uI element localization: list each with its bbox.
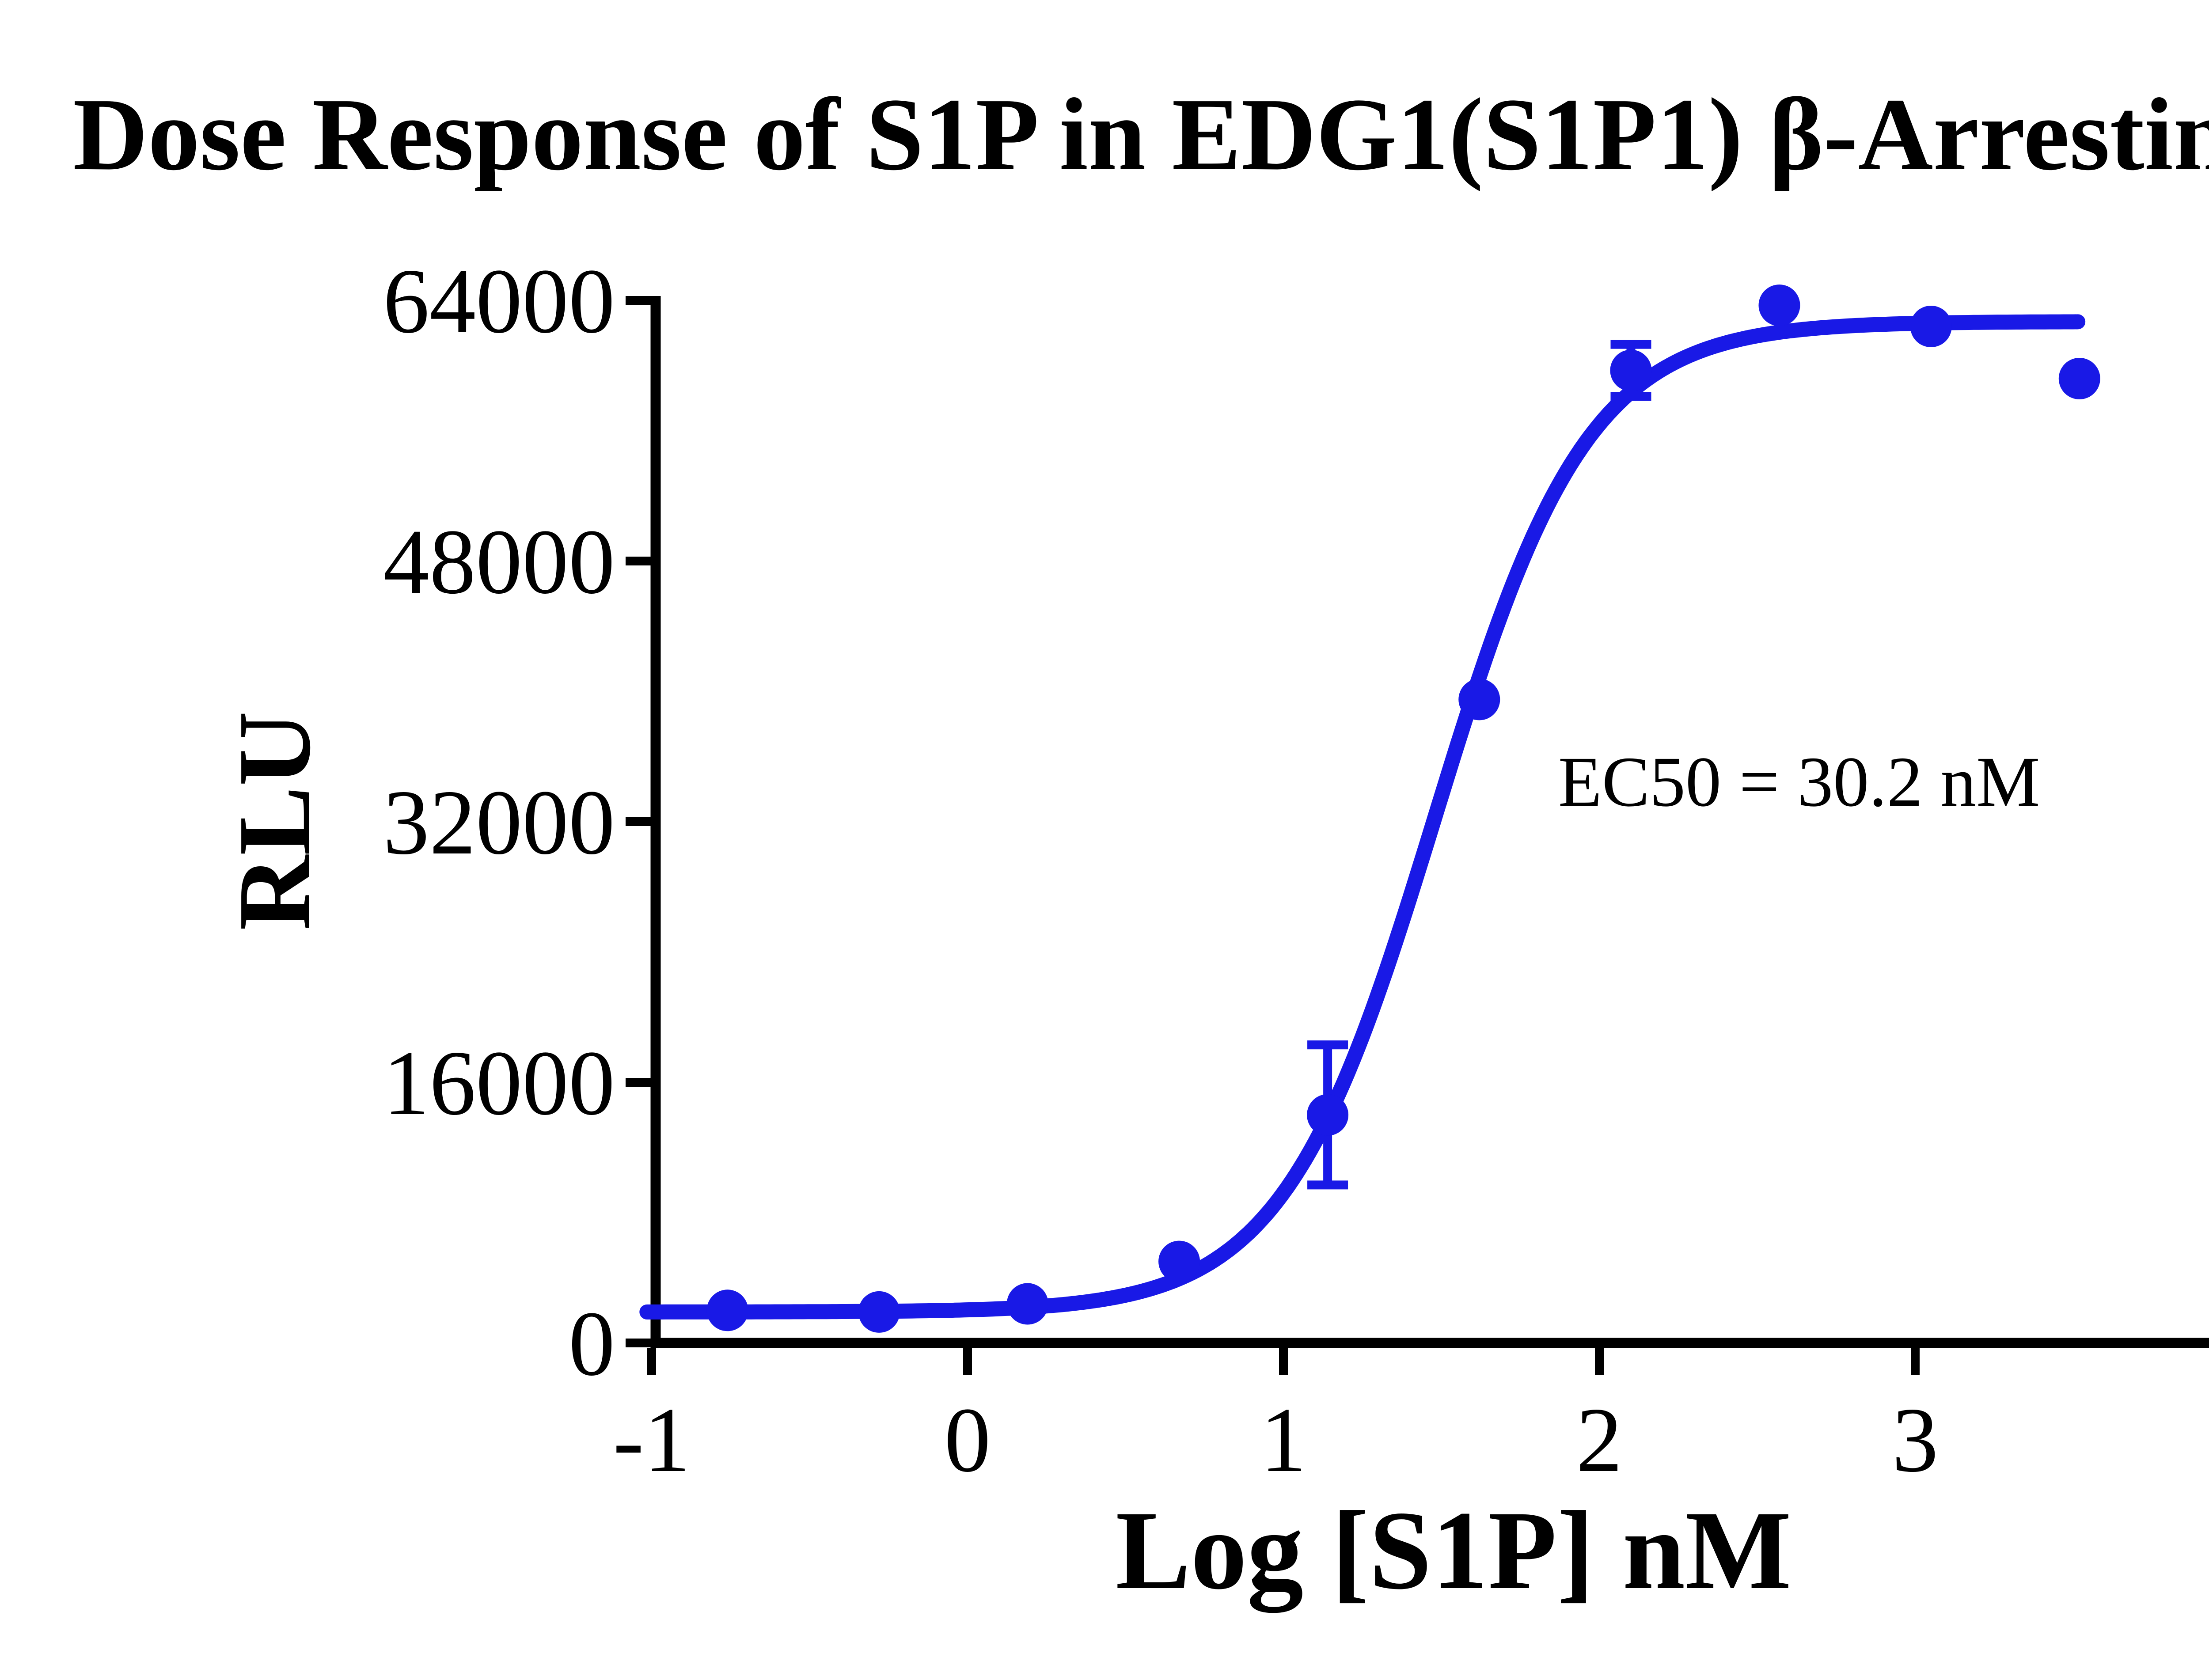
data-point <box>1158 1241 1200 1282</box>
x-tick-labels: -101234 <box>613 1389 2209 1491</box>
x-axis-label: Log [S1P] nM <box>1116 1488 1791 1613</box>
x-tick-label: 0 <box>945 1389 991 1491</box>
y-tick-label: 48000 <box>383 511 615 613</box>
y-tick-label: 64000 <box>383 250 615 353</box>
x-tick-label: 1 <box>1260 1389 1307 1491</box>
data-point <box>1759 284 1800 326</box>
data-point <box>1610 350 1652 391</box>
data-point <box>2059 358 2100 399</box>
y-axis-label: RLU <box>217 711 332 930</box>
y-tick-label: 0 <box>569 1293 615 1395</box>
ec50-annotation: EC50 = 30.2 nM <box>1558 743 2040 822</box>
data-point <box>1910 306 1952 347</box>
data-point <box>1007 1283 1048 1325</box>
data-point <box>1307 1094 1348 1136</box>
y-tick-label: 32000 <box>383 771 615 874</box>
data-point <box>858 1291 900 1333</box>
y-tick-label: 16000 <box>383 1032 615 1134</box>
data-point <box>707 1289 748 1331</box>
tick-marks <box>626 300 2209 1375</box>
x-tick-label: 2 <box>1576 1389 1623 1491</box>
x-tick-label: -1 <box>613 1389 691 1491</box>
data-point <box>1458 679 1500 720</box>
y-tick-labels: 0 16000 32000 48000 64000 <box>383 250 615 1395</box>
x-tick-label: 3 <box>1892 1389 1939 1491</box>
chart-title: Dose Response of S1P in EDG1(S1P1) β-Arr… <box>73 77 2209 192</box>
